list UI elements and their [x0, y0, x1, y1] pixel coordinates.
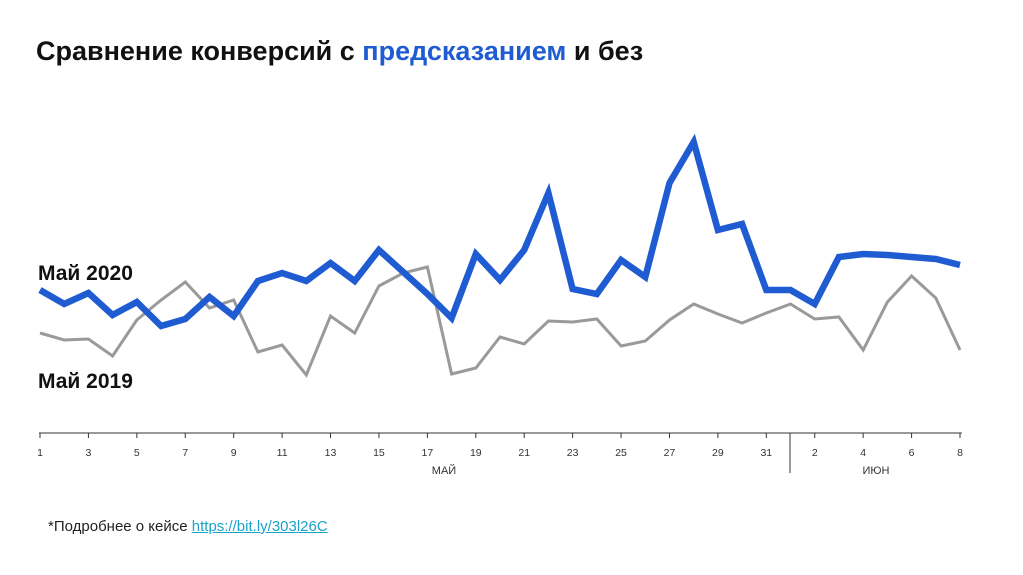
x-tick-label: 25 [615, 447, 627, 459]
x-tick-label: 4 [860, 447, 866, 459]
x-tick-label: 7 [182, 447, 188, 459]
title-prefix: Сравнение конверсий с [36, 36, 363, 66]
x-tick-label: 5 [134, 447, 140, 459]
series-label-2019: Май 2019 [38, 370, 133, 393]
x-tick-label: 29 [712, 447, 724, 459]
title-highlight: предсказанием [362, 36, 567, 66]
series-line-2019 [39, 265, 962, 378]
series-label-2020: Май 2020 [38, 262, 133, 285]
series-lines [38, 133, 962, 378]
x-tick-label: 21 [518, 447, 530, 459]
x-tick-label: 17 [422, 447, 434, 459]
x-tick-label: 6 [909, 447, 915, 459]
x-tick-label: 3 [85, 447, 91, 459]
x-tick-label: 23 [567, 447, 579, 459]
x-tick-label: 1 [37, 447, 43, 459]
x-tick-label: 19 [470, 447, 482, 459]
x-tick-labels: 1 3 5 7 9 11 13 15 17 19 21 23 25 27 29 31 2 4 6 8 [37, 447, 963, 459]
x-tick-label: 11 [277, 447, 288, 459]
x-tick-label: 13 [325, 447, 337, 459]
footnote-text: *Подробнее о кейсе [48, 518, 192, 535]
x-ticks [39, 433, 961, 438]
footnote: *Подробнее о кейсе https://bit.ly/303l26… [48, 518, 328, 535]
month-label-may: МАЙ [432, 464, 456, 477]
x-tick-label: 27 [664, 447, 676, 459]
x-tick-label: 31 [760, 447, 772, 459]
title-suffix: и без [566, 36, 644, 66]
x-tick-label: 9 [231, 447, 237, 459]
month-label-jun: ИЮН [863, 465, 890, 477]
line-chart: 1 3 5 7 9 11 13 15 17 19 21 23 25 27 29 31 2 4 6 8 МАЙ ИЮН … [37, 133, 963, 477]
series-line-2020 [38, 133, 961, 330]
x-tick-label: 15 [373, 447, 385, 459]
x-tick-label: 2 [812, 447, 818, 459]
case-link[interactable]: https://bit.ly/303l26C [191, 518, 328, 535]
x-axis: 1 3 5 7 9 11 13 15 17 19 21 23 25 27 29 31 2 4 6 8 МАЙ ИЮН [37, 432, 963, 477]
chart-title: Сравнение конверсий с предсказанием и бе… [36, 36, 643, 67]
x-tick-label: 8 [957, 447, 963, 459]
